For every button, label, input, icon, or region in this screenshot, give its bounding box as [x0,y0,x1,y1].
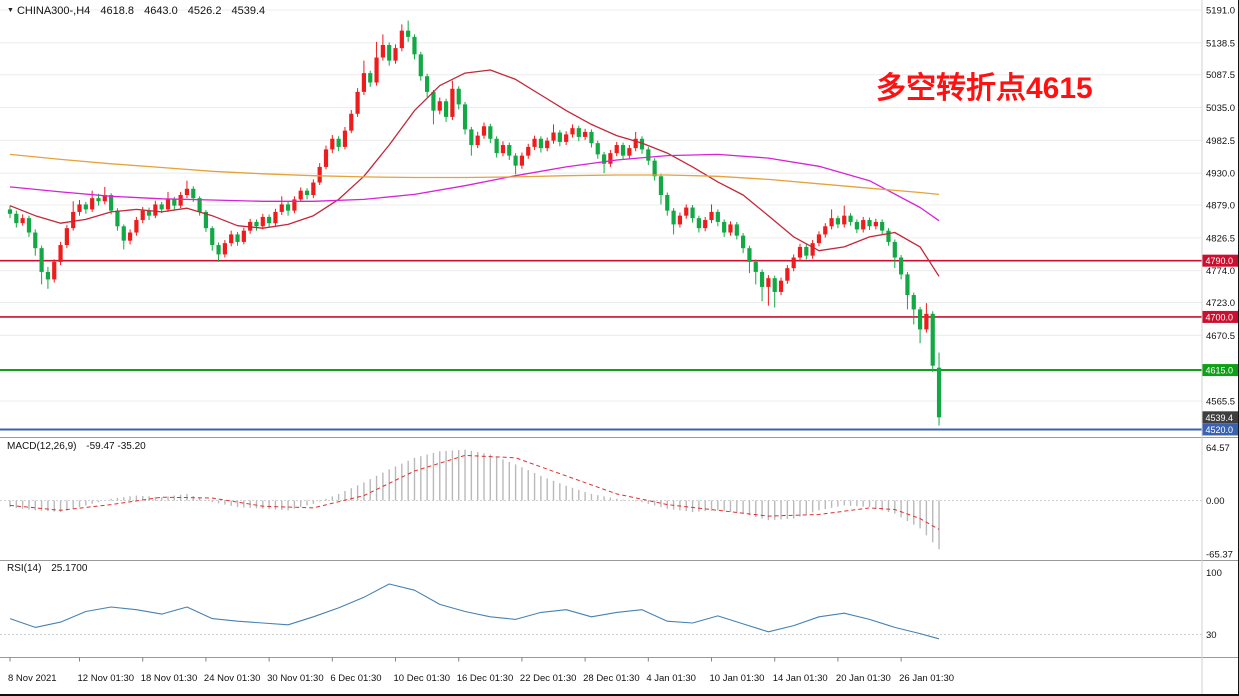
svg-text:8 Nov 2021: 8 Nov 2021 [8,673,57,684]
svg-text:4520.0: 4520.0 [1206,425,1234,435]
svg-text:4930.0: 4930.0 [1206,169,1235,180]
svg-text:22 Dec 01:30: 22 Dec 01:30 [520,673,577,684]
time-axis[interactable]: 8 Nov 2021 12 Nov 01:30 18 Nov 01:30 24 Nov… [8,657,954,685]
svg-text:64.57: 64.57 [1206,443,1230,454]
svg-text:24 Nov 01:30: 24 Nov 01:30 [204,673,261,684]
svg-text:100: 100 [1206,568,1222,579]
svg-text:4982.5: 4982.5 [1206,136,1235,147]
svg-text:6 Dec 01:30: 6 Dec 01:30 [330,673,381,684]
svg-text:30 Nov 01:30: 30 Nov 01:30 [267,673,324,684]
candles [7,20,942,426]
svg-text:20 Jan 01:30: 20 Jan 01:30 [836,673,891,684]
rsi-line [9,583,940,640]
svg-text:5138.5: 5138.5 [1206,38,1235,49]
chart-text-annotation[interactable]: 多空转折点4615 [876,72,1093,105]
hline-4790.0[interactable]: 4790.0 [0,254,1239,267]
svg-text:4670.5: 4670.5 [1206,331,1235,342]
hline-4615.0[interactable]: 4615.0 [0,364,1239,377]
svg-text:4879.0: 4879.0 [1206,201,1235,212]
macd-signal-line [9,454,940,530]
svg-text:4700.0: 4700.0 [1206,312,1234,322]
svg-text:4615.0: 4615.0 [1206,366,1234,376]
ma-line-fast-ma [9,69,940,277]
svg-text:4723.0: 4723.0 [1206,298,1235,309]
symbol-timeframe-label: CHINA300-,H4 [16,5,91,17]
chart-ohlc-header: ▼ CHINA300-,H4 4618.8 4643.0 4526.2 4539.… [7,5,265,17]
ohlc-low-value: 4526.2 [187,5,222,17]
ohlc-open-value: 4618.8 [100,5,135,17]
ma-line-slow-ma [9,153,940,196]
price-axis[interactable]: 5191.0 5138.5 5087.5 5035.0 4982.5 4930.0 4879… [1206,6,1235,408]
svg-text:4790.0: 4790.0 [1206,256,1234,266]
svg-text:-65.37: -65.37 [1206,550,1233,561]
svg-text:4 Jan 01:30: 4 Jan 01:30 [646,673,696,684]
macd-indicator-label: MACD(12,26,9) -59.47 -35.20 [7,441,146,452]
svg-text:5087.5: 5087.5 [1206,70,1235,81]
svg-text:30: 30 [1206,630,1217,641]
ma-line-mid-ma [9,153,940,222]
rsi-axis[interactable]: 100 30 [1206,568,1222,641]
hline-4700.0[interactable]: 4700.0 [0,310,1239,323]
hline-4520.0[interactable]: 4520.0 [0,423,1239,436]
svg-text:18 Nov 01:30: 18 Nov 01:30 [141,673,198,684]
macd-axis[interactable]: 64.57 0.00 -65.37 [1206,443,1233,561]
macd-name: MACD(12,26,9) [7,441,77,452]
ohlc-high-value: 4643.0 [144,5,178,17]
macd-histogram [9,449,940,550]
svg-text:26 Jan 01:30: 26 Jan 01:30 [899,673,954,684]
symbol-dropdown-icon: ▼ [7,7,14,14]
svg-text:12 Nov 01:30: 12 Nov 01:30 [78,673,135,684]
rsi-indicator-label: RSI(14) 25.1700 [7,563,87,574]
svg-text:4565.5: 4565.5 [1206,397,1235,408]
svg-text:16 Dec 01:30: 16 Dec 01:30 [457,673,514,684]
svg-text:4774.0: 4774.0 [1206,266,1235,277]
price-gridlines [0,9,1202,402]
svg-text:4826.5: 4826.5 [1206,233,1235,244]
svg-text:5191.0: 5191.0 [1206,6,1235,17]
svg-text:10 Dec 01:30: 10 Dec 01:30 [394,673,451,684]
ohlc-close-value: 4539.4 [231,5,266,17]
current-price-badge: 4539.4 [1202,411,1238,424]
svg-text:0.00: 0.00 [1206,496,1225,507]
rsi-value: 25.1700 [51,563,88,574]
macd-values: -59.47 -35.20 [86,441,146,452]
svg-text:5035.0: 5035.0 [1206,103,1235,114]
rsi-name: RSI(14) [7,563,42,574]
svg-text:10 Jan 01:30: 10 Jan 01:30 [710,673,765,684]
svg-text:28 Dec 01:30: 28 Dec 01:30 [583,673,640,684]
svg-text:14 Jan 01:30: 14 Jan 01:30 [773,673,828,684]
svg-text:4539.4: 4539.4 [1206,413,1234,423]
